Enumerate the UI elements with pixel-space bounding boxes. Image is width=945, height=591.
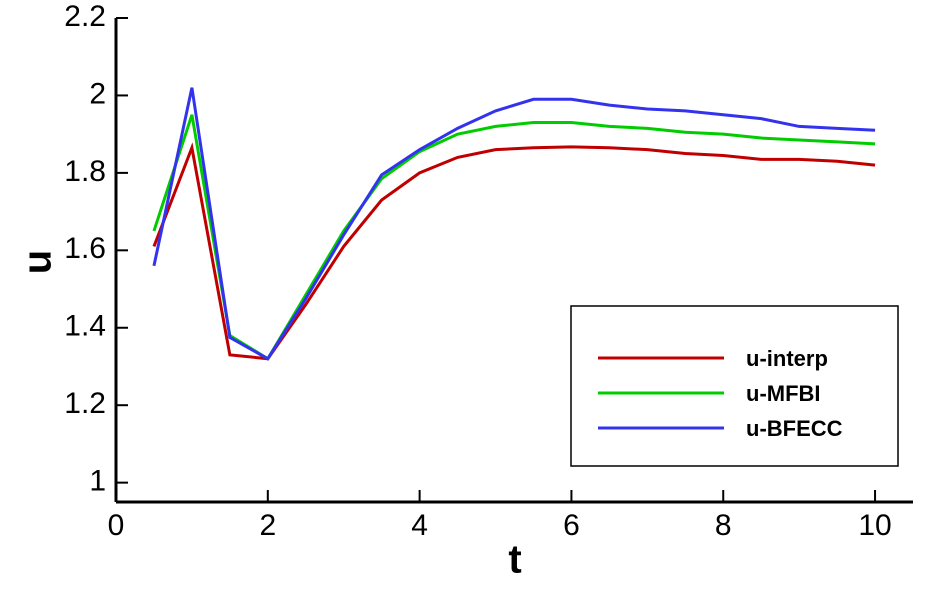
y-tick-label: 1.4 [64, 310, 106, 343]
y-axis-label: u [16, 250, 60, 274]
x-tick-label: 6 [563, 509, 580, 542]
y-tick-label: 1.2 [64, 387, 106, 420]
x-tick-label: 8 [715, 509, 732, 542]
legend-label: u-MFBI [746, 381, 821, 406]
series-line [152, 87, 876, 361]
y-tick-label: 1.8 [64, 155, 106, 188]
legend-label: u-interp [746, 346, 828, 371]
x-tick-label: 4 [411, 509, 428, 542]
x-tick-label: 10 [858, 509, 891, 542]
x-tick-label: 2 [259, 509, 276, 542]
y-tick-label: 1 [89, 465, 106, 498]
legend-box [570, 305, 899, 467]
legend-label: u-BFECC [746, 416, 843, 441]
x-axis-label: t [508, 538, 521, 582]
y-tick-label: 2.2 [64, 0, 106, 33]
y-tick-label: 1.6 [64, 232, 106, 265]
x-tick-label: 0 [108, 509, 125, 542]
y-tick-label: 2 [89, 77, 106, 110]
